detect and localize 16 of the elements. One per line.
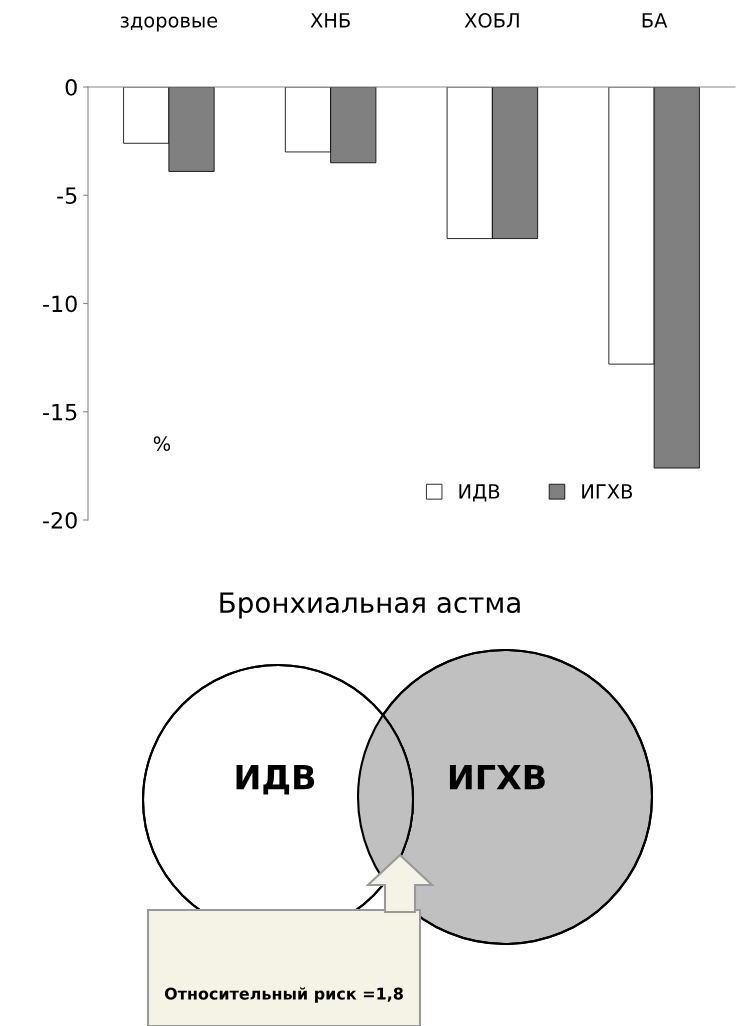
y-tick-label: -5 — [57, 187, 77, 205]
y-tick-label: -10 — [43, 295, 77, 313]
y-tick-label: -20 — [43, 511, 77, 529]
text: ИДВ — [236, 764, 315, 795]
text: Относительный риск =1,8 — [164, 987, 403, 1003]
text: Бронхиальная астма — [220, 592, 520, 619]
legend-label: ИДВ — [459, 484, 500, 502]
x-tick-label: ХОБЛ — [464, 12, 519, 28]
y-tick-label: -15 — [43, 403, 77, 421]
y-tick-label: 0 — [65, 78, 77, 96]
annotation: % — [153, 436, 171, 451]
x-tick-label: здоровые — [120, 16, 218, 32]
x-tick-label: БА — [642, 13, 668, 28]
legend-label: ИГХВ — [582, 484, 633, 499]
text: ИГХВ — [449, 764, 545, 790]
x-tick-label: ХНБ — [310, 13, 350, 28]
